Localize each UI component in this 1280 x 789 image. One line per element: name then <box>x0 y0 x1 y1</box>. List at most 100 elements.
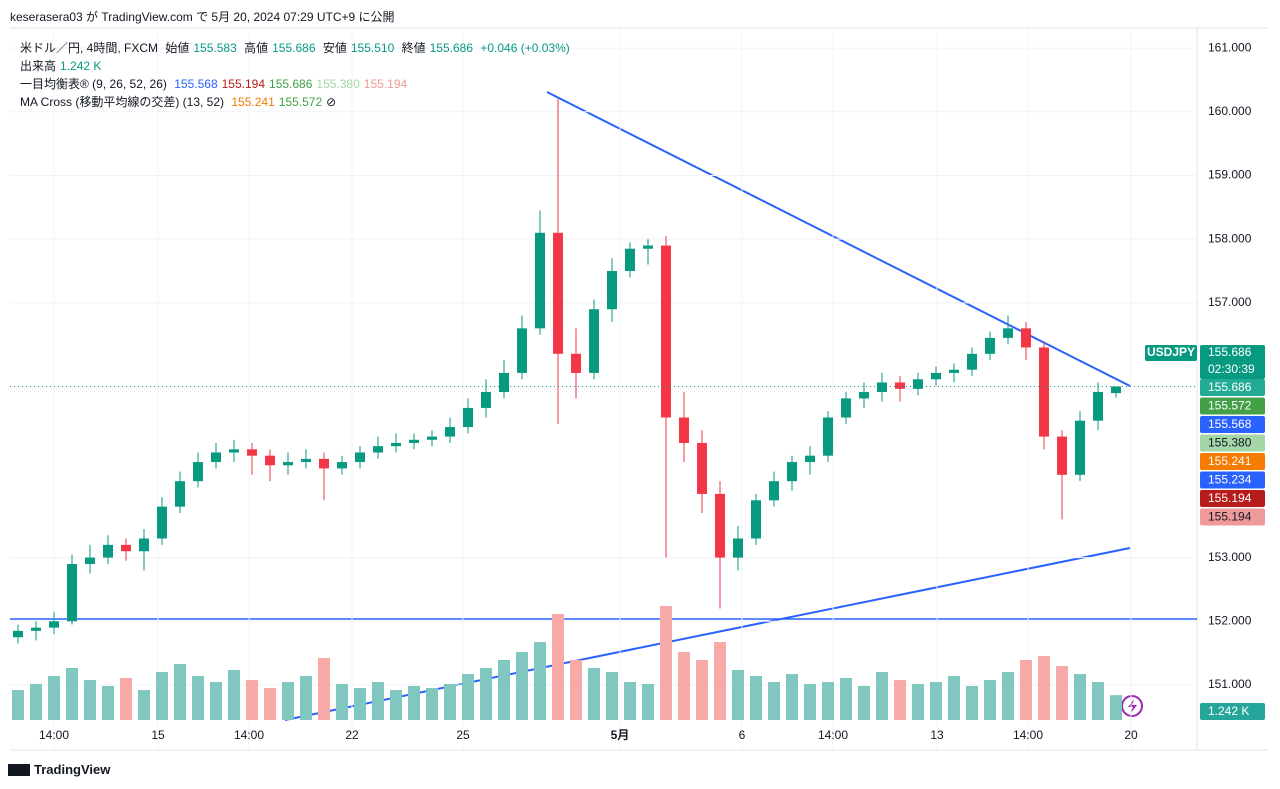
label: 始値 <box>165 41 190 55</box>
volume-bar <box>732 670 744 720</box>
value: 1.242 K <box>60 59 102 73</box>
volume-bar <box>228 670 240 720</box>
legend-line: 出来高 1.242 K <box>20 57 574 75</box>
volume-bar <box>192 676 204 720</box>
value: 155.510 <box>350 41 395 55</box>
candle-body <box>1039 347 1049 437</box>
volume-bar <box>534 642 546 720</box>
x-tick-label: 14:00 <box>1013 728 1043 742</box>
volume-bar <box>444 684 456 720</box>
volume-bar <box>894 680 906 720</box>
candle-body <box>625 248 635 272</box>
value: 155.380 <box>316 77 360 91</box>
value: 155.241 <box>231 95 275 109</box>
candle-body <box>967 353 977 370</box>
price-tag: 155.686 <box>1208 380 1252 394</box>
volume-bar <box>642 684 654 720</box>
y-tick-label: 151.000 <box>1208 677 1252 691</box>
candle-body <box>553 232 563 354</box>
volume-bar <box>1074 674 1086 720</box>
volume-bar <box>30 684 42 720</box>
candle-body <box>301 458 311 463</box>
candle-body <box>1021 328 1031 348</box>
y-tick-label: 160.000 <box>1208 104 1252 118</box>
volume-bar <box>354 688 366 720</box>
value: 155.194 <box>221 77 266 91</box>
candle-body <box>643 245 653 249</box>
x-tick-label: 15 <box>151 728 165 742</box>
volume-bar <box>102 686 114 720</box>
candle-body <box>85 557 95 564</box>
volume-bar <box>282 682 294 720</box>
volume-bar <box>1038 656 1050 720</box>
legend-line: 一目均衡表® (9, 26, 52, 26) 155.568 155.194 155… <box>20 75 574 93</box>
candle-body <box>373 446 383 453</box>
candle-body <box>1111 386 1121 394</box>
candle-body <box>913 379 923 389</box>
candle-body <box>877 382 887 393</box>
volume-tag-bg <box>1200 703 1265 720</box>
legend-line: 米ドル／円, 4時間, FXCM 始値 155.583 高値 155.686 安値 1… <box>20 39 574 57</box>
x-tick-label: 13 <box>930 728 944 742</box>
candle-body <box>697 442 707 494</box>
candle-body <box>319 458 329 469</box>
candle-body <box>409 439 419 443</box>
countdown: 02:30:39 <box>1208 362 1255 376</box>
volume-bar <box>300 676 312 720</box>
volume-bar <box>768 682 780 720</box>
alert-bolt <box>1128 699 1137 714</box>
candle-body <box>841 398 851 418</box>
volume-bar <box>912 684 924 720</box>
volume-bar <box>318 658 330 720</box>
volume-bar <box>84 680 96 720</box>
candle-body <box>481 392 491 408</box>
y-tick-label: 159.000 <box>1208 168 1252 182</box>
legend-line: MA Cross (移動平均線の交差) (13, 52) 155.241 155.… <box>20 93 574 111</box>
symbol: 米ドル／円, 4時間, FXCM <box>20 41 159 55</box>
candle-body <box>607 271 617 310</box>
volume-bar <box>1020 660 1032 720</box>
symbol-tag: USDJPY <box>1147 345 1195 359</box>
price-tag: 155.572 <box>1208 399 1252 413</box>
trend-line <box>284 547 1131 721</box>
candle-body <box>751 500 761 539</box>
volume-bar <box>138 690 150 720</box>
value: 155.686 <box>429 41 474 55</box>
volume-bar <box>120 678 132 720</box>
candle-body <box>139 538 149 552</box>
y-tick-label: 161.000 <box>1208 40 1252 54</box>
last-price-tag: 155.686 <box>1208 345 1252 359</box>
candle-body <box>31 627 41 631</box>
volume-bar <box>930 682 942 720</box>
candle-body <box>103 544 113 558</box>
volume-bar <box>678 652 690 720</box>
candle-body <box>787 462 797 482</box>
price-tag-bg <box>1200 490 1265 507</box>
volume-bar <box>66 668 78 720</box>
y-tick-label: 158.000 <box>1208 231 1252 245</box>
candle-body <box>985 337 995 354</box>
x-tick-label: 14:00 <box>39 728 69 742</box>
volume-bar <box>462 674 474 720</box>
icon[interactable]: ⊘ <box>326 95 337 109</box>
volume-bar <box>48 676 60 720</box>
volume-bar <box>372 682 384 720</box>
candle-body <box>427 436 437 440</box>
volume-bar <box>390 690 402 720</box>
candle-body <box>337 462 347 469</box>
price-tag-bg <box>1200 471 1265 489</box>
candle-body <box>391 442 401 447</box>
candle-body <box>157 506 167 539</box>
x-tick-label: 14:00 <box>234 728 264 742</box>
volume-bar <box>12 690 24 720</box>
price-tag: 155.568 <box>1208 417 1252 431</box>
candle-body <box>67 563 77 622</box>
candle-body <box>715 493 725 558</box>
x-tick-label: 20 <box>1124 728 1138 742</box>
brand: TradingView <box>34 762 111 777</box>
candle-body <box>499 372 509 393</box>
candle-body <box>1075 420 1085 475</box>
symbol-tag-bg <box>1145 345 1197 361</box>
